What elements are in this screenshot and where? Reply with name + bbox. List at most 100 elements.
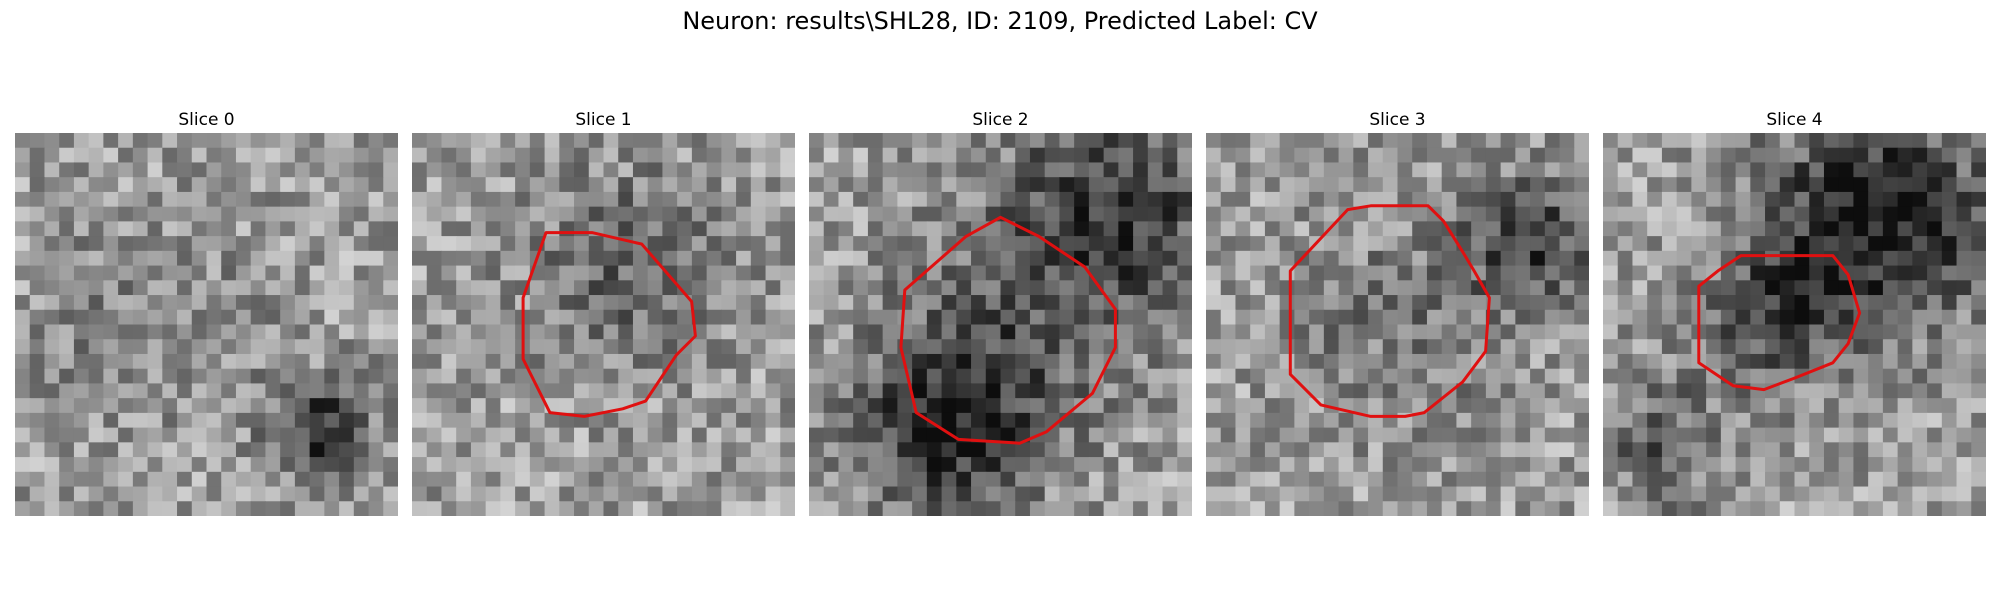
pixel	[1838, 412, 1855, 429]
pixel	[368, 339, 384, 355]
pixel	[191, 324, 208, 340]
pixel	[1309, 295, 1325, 311]
pixel	[383, 177, 398, 193]
pixel	[1397, 265, 1413, 281]
pixel	[147, 309, 163, 326]
pixel	[1250, 191, 1266, 208]
pixel	[1574, 427, 1589, 443]
pixel	[588, 398, 605, 414]
pixel	[529, 206, 546, 222]
pixel	[736, 177, 752, 193]
pixel	[971, 398, 987, 414]
pixel	[1941, 265, 1958, 281]
pixel	[1617, 501, 1634, 516]
pixel	[1177, 471, 1192, 488]
pixel	[383, 368, 398, 385]
pixel	[882, 427, 898, 443]
pixel	[632, 442, 649, 458]
pixel	[1927, 398, 1943, 414]
pixel	[1088, 162, 1105, 178]
pixel	[897, 221, 913, 237]
pixel	[1927, 133, 1943, 149]
pixel	[1485, 147, 1502, 164]
pixel	[1750, 324, 1766, 340]
pixel	[882, 177, 898, 193]
pixel	[1559, 471, 1575, 488]
pixel	[1309, 162, 1325, 178]
pixel	[1956, 191, 1972, 208]
pixel	[1971, 486, 1986, 502]
pixel	[118, 191, 134, 208]
pixel	[324, 412, 340, 429]
pixel	[412, 339, 428, 355]
pixel	[29, 501, 46, 516]
pixel	[1074, 177, 1090, 193]
pixel	[912, 191, 928, 208]
pixel	[736, 353, 752, 370]
pixel	[1309, 368, 1325, 385]
pixel	[1779, 339, 1796, 355]
pixel	[1397, 353, 1413, 370]
pixel	[1220, 309, 1237, 326]
pixel	[1735, 442, 1751, 458]
pixel	[1765, 486, 1781, 502]
pixel	[1912, 486, 1928, 502]
pixel	[971, 501, 987, 516]
pixel	[1044, 486, 1061, 502]
pixel	[926, 280, 943, 296]
pixel	[574, 295, 590, 311]
pixel	[1279, 133, 1295, 149]
pixel	[662, 191, 678, 208]
pixel	[1765, 250, 1781, 267]
pixel	[1177, 177, 1192, 193]
pixel	[838, 162, 854, 178]
pixel	[838, 427, 854, 443]
pixel	[1823, 265, 1840, 281]
pixel	[1029, 442, 1046, 458]
pixel	[280, 309, 296, 326]
pixel	[1471, 133, 1487, 149]
pixel	[1574, 412, 1589, 429]
pixel	[1574, 147, 1589, 164]
pixel	[1382, 133, 1399, 149]
pixel	[118, 206, 134, 222]
pixel	[1515, 221, 1531, 237]
pixel	[1235, 412, 1251, 429]
pixel	[280, 147, 296, 164]
pixel	[1750, 353, 1766, 370]
pixel	[765, 501, 781, 516]
pixel	[926, 339, 943, 355]
pixel	[721, 471, 737, 488]
pixel	[809, 250, 825, 267]
pixel	[324, 177, 340, 193]
pixel	[985, 177, 1002, 193]
pixel	[412, 427, 428, 443]
pixel	[368, 295, 384, 311]
pixel	[1720, 398, 1737, 414]
pixel	[618, 162, 634, 178]
pixel	[1750, 191, 1766, 208]
pixel	[1000, 177, 1016, 193]
pixel	[383, 147, 398, 164]
pixel	[912, 324, 928, 340]
pixel	[1088, 427, 1105, 443]
pixel	[588, 206, 605, 222]
pixel	[1088, 412, 1105, 429]
pixel	[324, 398, 340, 414]
pixel	[1264, 133, 1281, 149]
pixel	[662, 412, 678, 429]
pixel	[1927, 457, 1943, 473]
pixel	[1162, 457, 1178, 473]
pixel	[1897, 353, 1913, 370]
pixel	[29, 412, 46, 429]
pixel	[1765, 177, 1781, 193]
pixel	[1720, 265, 1737, 281]
pixel	[294, 368, 311, 385]
pixel	[721, 339, 737, 355]
pixel	[1059, 206, 1075, 222]
pixel	[1264, 177, 1281, 193]
pixel	[750, 501, 767, 516]
pixel	[647, 236, 664, 252]
pixel	[73, 368, 90, 385]
pixel	[324, 442, 340, 458]
